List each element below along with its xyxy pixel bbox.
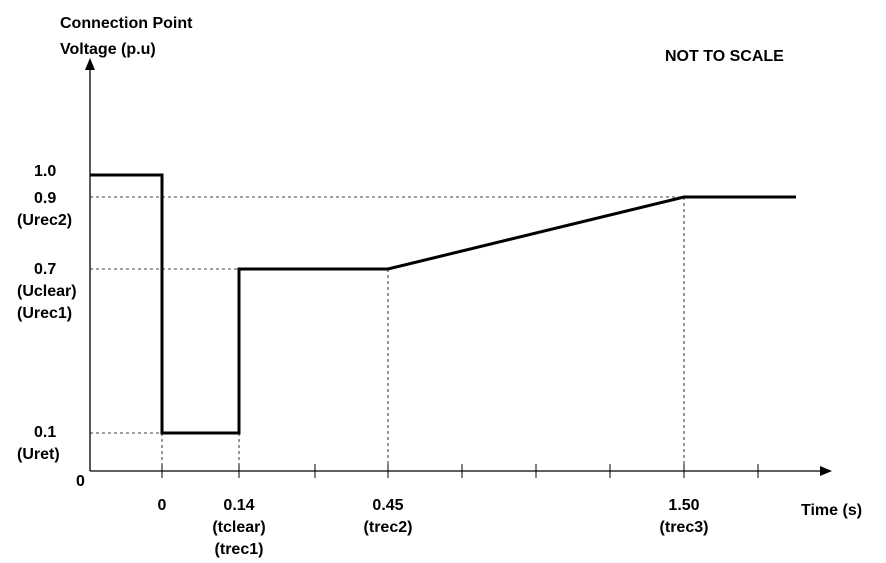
y-tick-label: (Uret) (17, 446, 60, 463)
voltage-profile-line (90, 173, 796, 435)
y-axis-arrow (85, 58, 95, 70)
y-tick-label: 1.0 (34, 163, 56, 180)
not-to-scale-note: NOT TO SCALE (665, 48, 784, 65)
x-tick-label: 0.45 (372, 497, 403, 514)
y-tick-label: 0.7 (34, 261, 56, 278)
x-axis-arrow (820, 466, 832, 476)
guide-lines (90, 196, 685, 471)
y-tick-label: (Uclear) (17, 283, 77, 300)
y-tick-label: 0.1 (34, 424, 56, 441)
x-axis-minor-ticks (161, 464, 759, 478)
x-tick-label: 0 (158, 497, 167, 514)
axes (85, 58, 832, 476)
x-axis-label: Time (s) (801, 502, 862, 519)
x-tick-label: (trec2) (364, 519, 413, 536)
x-tick-labels: 0 0.14 (tclear) (trec1) 0.45 (trec2) 1.50 (trec… (158, 497, 709, 558)
y-tick-label: 0.9 (34, 190, 56, 207)
y-tick-label: (Urec1) (17, 305, 72, 322)
x-tick-label: 0.14 (223, 497, 254, 514)
x-tick-label: (tclear) (212, 519, 265, 536)
x-tick-label: (trec3) (660, 519, 709, 536)
x-tick-label: (trec1) (215, 541, 264, 558)
y-axis-label-line-2: Voltage (p.u) (60, 41, 156, 58)
y-origin-label: 0 (76, 473, 85, 490)
y-tick-labels: 1.0 0.9 (Urec2) 0.7 (Uclear) (Urec1) 0.1 (Uret) (17, 163, 77, 463)
y-axis-label-line-1: Connection Point (60, 15, 193, 32)
x-tick-label: 1.50 (668, 497, 699, 514)
y-tick-label: (Urec2) (17, 212, 72, 229)
